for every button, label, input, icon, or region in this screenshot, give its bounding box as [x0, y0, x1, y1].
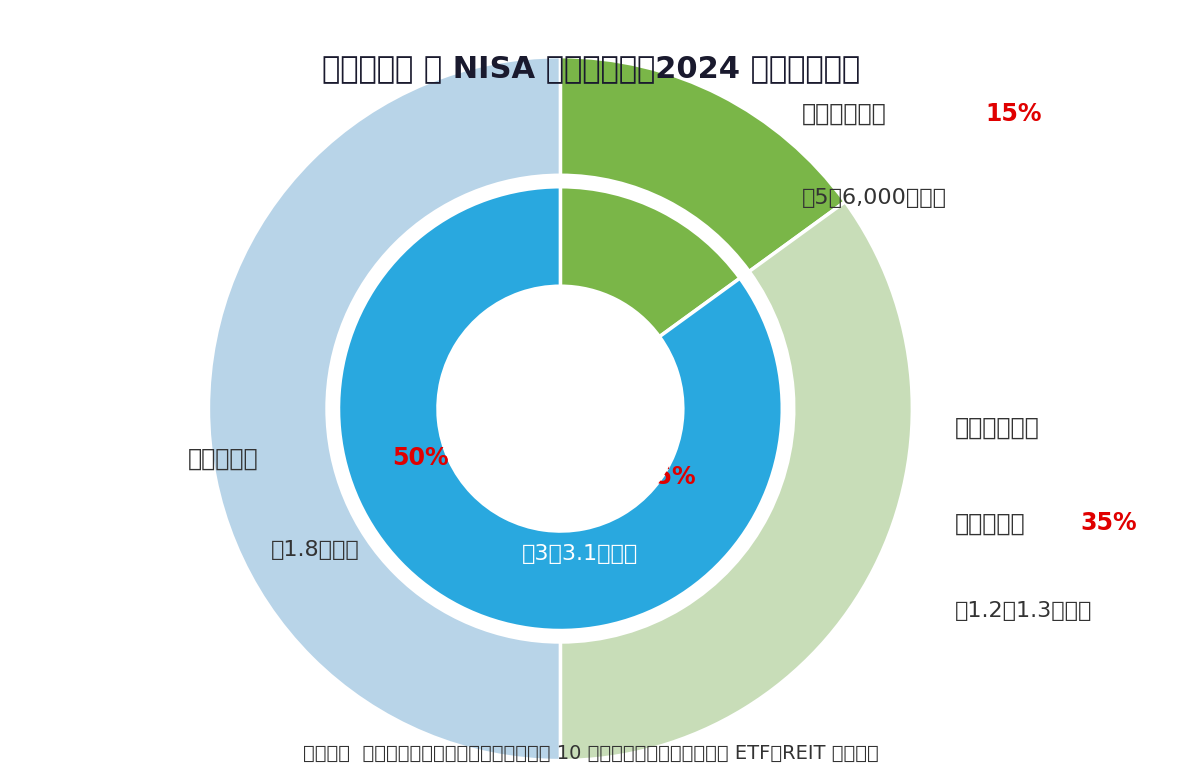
Text: （資料）  日本証券業協会資料より作成。証券 10 社の概算値。個別株式には ETF、REIT を含む。: （資料） 日本証券業協会資料より作成。証券 10 社の概算値。個別株式には ET… — [303, 745, 879, 763]
Text: 成長投資枠：: 成長投資枠： — [511, 466, 595, 489]
Text: （1.2〜1.3兆円）: （1.2〜1.3兆円） — [954, 601, 1092, 622]
Text: 50%: 50% — [392, 446, 449, 471]
Text: （5〜6,000億円）: （5〜6,000億円） — [801, 189, 947, 208]
Text: 積立投資枠：: 積立投資枠： — [801, 102, 886, 126]
Text: 15%: 15% — [985, 102, 1041, 126]
Circle shape — [439, 286, 683, 531]
Wedge shape — [560, 202, 913, 760]
Text: 投資信託：: 投資信託： — [954, 511, 1025, 535]
Text: （3〜3.1兆円）: （3〜3.1兆円） — [521, 544, 637, 564]
Wedge shape — [208, 57, 560, 760]
Text: 成長投資枠で: 成長投資枠で — [954, 416, 1039, 440]
Text: 個別株式：: 個別株式： — [188, 446, 258, 471]
Text: （1.8兆円）: （1.8兆円） — [271, 540, 361, 560]
Wedge shape — [560, 187, 740, 337]
Wedge shape — [338, 187, 782, 630]
Text: 35%: 35% — [1080, 511, 1137, 535]
Wedge shape — [560, 57, 845, 271]
Text: 【図表４】 新 NISA の買付状況（2024 年１〜２月）: 【図表４】 新 NISA の買付状況（2024 年１〜２月） — [322, 55, 860, 83]
Text: 85%: 85% — [639, 466, 696, 489]
